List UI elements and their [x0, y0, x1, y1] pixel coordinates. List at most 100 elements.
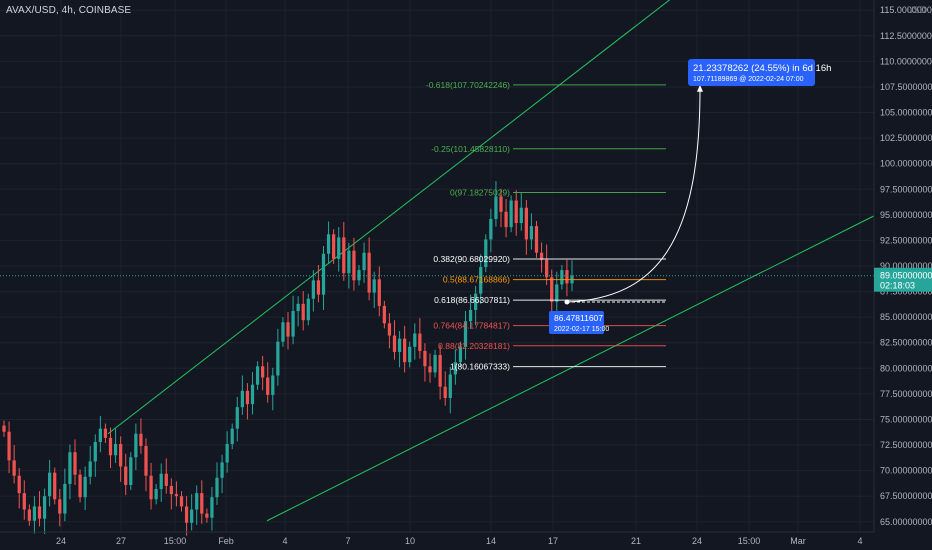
x-tick-label: 4 [282, 536, 287, 546]
trend-channel [107, 0, 875, 522]
candle-body [539, 252, 544, 260]
candle-body [403, 338, 407, 363]
candle-body [311, 280, 315, 299]
y-tick-label: 75.00000000 [880, 414, 932, 424]
candle-body [154, 489, 158, 500]
candle-body [113, 444, 118, 456]
fibonacci-levels: -0.618(107.70242246) -0.25(101.45828110) 0… [426, 80, 666, 372]
projection-end-box [688, 59, 815, 86]
projection-end-line1: 21.23378262 (24.55%) in 6d 16h [693, 63, 831, 74]
fib-level-label: 0.382(90.68029920) [433, 254, 510, 264]
candle-body [550, 277, 554, 302]
x-tick-label: 27 [116, 536, 126, 546]
upper-channel-line [107, 0, 671, 435]
projection-start-value: 86.47811607 [554, 313, 603, 323]
candle-body [190, 509, 194, 523]
time-axis[interactable]: 24 27 15:00 Feb 4 7 10 14 17 21 24 15:00 Mar 4 [0, 531, 874, 546]
candle-body [261, 366, 265, 378]
candle-body [337, 237, 341, 259]
candle-body [210, 497, 214, 518]
candle-body [225, 444, 229, 463]
candle-body [78, 474, 82, 498]
candle-body [326, 234, 331, 254]
candle-body [397, 338, 402, 352]
y-tick-label: 115.00000000 [880, 5, 932, 15]
candle-body [230, 428, 234, 445]
candle-body [73, 452, 77, 475]
candle-body [372, 279, 376, 293]
price-axis[interactable]: 65.00000000 67.50000000 70.00000000 72.5000… [873, 0, 932, 550]
x-tick-label: Mar [790, 536, 806, 546]
symbol-title: AVAX/USD, 4h, COINBASE [6, 5, 132, 16]
candle-body [352, 250, 356, 281]
x-tick-label: 14 [486, 536, 496, 546]
lower-channel-line [266, 215, 875, 522]
candle-body [174, 494, 179, 497]
projection-start-box [549, 311, 604, 335]
candle-body [32, 506, 37, 521]
projection-start-dot [564, 299, 570, 305]
x-tick-label: 4 [857, 536, 862, 546]
candle-body [2, 425, 6, 432]
candle-body [433, 355, 437, 373]
candle-body [377, 279, 381, 306]
x-tick-label: 10 [405, 536, 415, 546]
candle-body [463, 321, 468, 347]
last-price-value: 89.05000000 [880, 271, 932, 281]
candle-body [68, 452, 72, 484]
candle-body [83, 476, 87, 498]
candle-body [306, 298, 310, 321]
candle-body [27, 509, 31, 521]
y-tick-label: 77.50000000 [880, 389, 932, 399]
projection-start-date: 2022-02-17 15:00 [554, 326, 609, 333]
candle-body [453, 362, 457, 375]
candle-body [367, 252, 371, 293]
fib-level-label: 0.764(84.17784817) [433, 321, 510, 331]
candle-body [291, 311, 295, 337]
y-tick-label: 102.50000000 [880, 133, 932, 143]
fib-level-label: 0.5(88.67168866) [443, 275, 510, 285]
projection-curve [566, 88, 701, 303]
candle-body [357, 270, 361, 281]
candle-body [438, 355, 442, 387]
candlesticks [0, 181, 874, 536]
candle-body [37, 506, 42, 519]
candle-body [342, 237, 346, 274]
x-tick-label: 7 [345, 536, 350, 546]
candle-body [58, 499, 62, 514]
candle-body [296, 303, 300, 312]
candle-body [321, 253, 326, 295]
candle-body [235, 407, 239, 429]
candle-body [474, 293, 478, 310]
candle-body [499, 196, 503, 212]
candle-body [119, 444, 123, 467]
x-tick-label: Feb [218, 536, 234, 546]
candle-body [250, 384, 255, 405]
candle-body [534, 226, 539, 253]
candle-body [484, 239, 488, 268]
y-tick-label: 70.00000000 [880, 466, 932, 476]
candle-body [286, 322, 290, 337]
candle-body [509, 200, 513, 228]
candle-body [560, 270, 564, 285]
candle-body [48, 472, 52, 497]
candle-body [347, 250, 351, 274]
candle-body [271, 375, 275, 395]
candle-body [443, 386, 447, 398]
candle-body [514, 200, 518, 224]
candle-body [134, 433, 138, 458]
candle-body [108, 437, 113, 456]
fib-level-label: 0.88(82.20328181) [438, 341, 510, 351]
candle-body [169, 485, 173, 495]
candle-body [387, 323, 392, 336]
candle-body [42, 496, 47, 519]
candle-body [301, 303, 305, 321]
fib-level-label: -0.25(101.45828110) [431, 144, 510, 154]
x-tick-label: 15:00 [164, 536, 187, 546]
fib-level-label: 0.618(86.66307811) [434, 295, 510, 305]
y-tick-label: 80.00000000 [880, 363, 932, 373]
candle-body [22, 493, 26, 510]
candle-body [519, 207, 523, 224]
y-tick-label: 92.50000000 [880, 235, 932, 245]
